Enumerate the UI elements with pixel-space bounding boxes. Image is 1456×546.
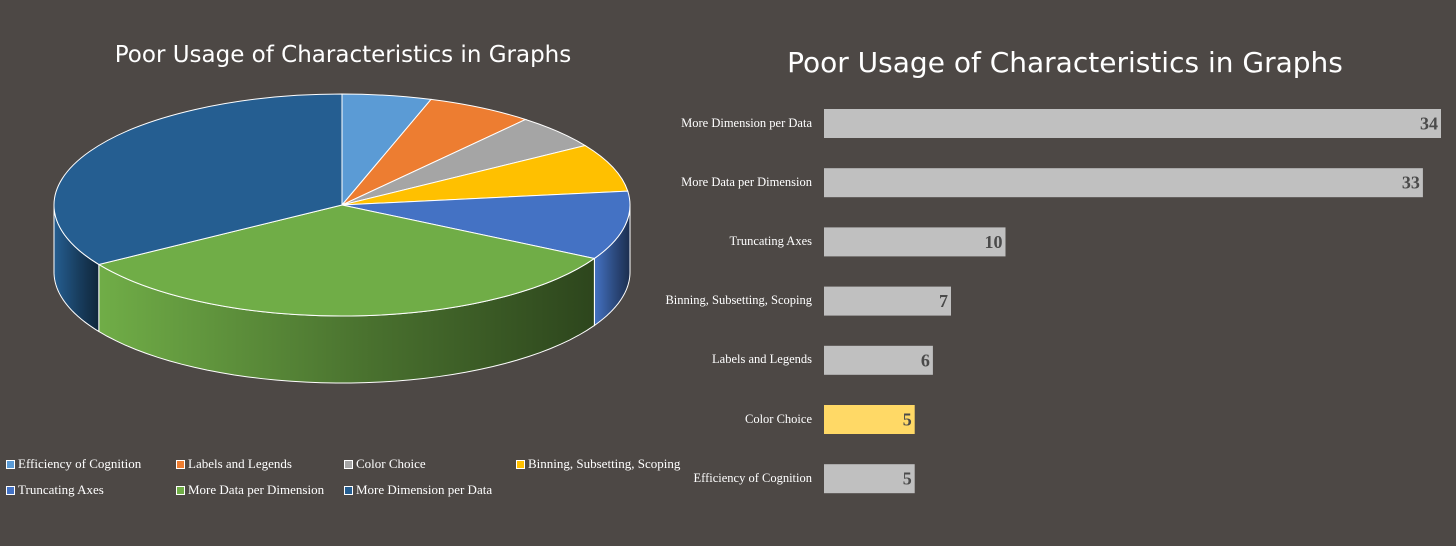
category-label-truncating-axes: Truncating Axes bbox=[729, 233, 812, 248]
pie-legend: Efficiency of Cognition Labels and Legend… bbox=[6, 456, 706, 516]
legend-item-truncating-axes: Truncating Axes bbox=[6, 482, 104, 498]
pie-chart bbox=[53, 93, 631, 384]
bar-binning-subsetting-scoping bbox=[824, 286, 951, 316]
bar-value-label: 6 bbox=[921, 350, 930, 370]
legend-swatch bbox=[6, 459, 15, 469]
legend-item-efficiency-of-cognition: Efficiency of Cognition bbox=[6, 456, 141, 472]
category-label-efficiency-of-cognition: Efficiency of Cognition bbox=[693, 470, 813, 485]
legend-item-more-dimension-per-data: More Dimension per Data bbox=[344, 482, 492, 498]
legend-swatch bbox=[176, 485, 185, 495]
legend-label: Truncating Axes bbox=[18, 482, 104, 497]
pie-slice-more-data-per-dimension bbox=[97, 204, 596, 317]
bar-more-data-per-dimension bbox=[824, 168, 1423, 198]
pie-slice-truncating-axes bbox=[341, 190, 631, 260]
pie-chart-title: Poor Usage of Characteristics in Graphs bbox=[114, 42, 572, 68]
legend-item-color-choice: Color Choice bbox=[344, 456, 426, 472]
legend-swatch bbox=[176, 459, 185, 469]
bar-labels-and-legends bbox=[824, 345, 933, 375]
bar-value-label: 33 bbox=[1402, 173, 1420, 193]
bar-more-dimension-per-data bbox=[824, 109, 1441, 138]
category-label-more-dimension-per-data: More Dimension per Data bbox=[681, 115, 812, 130]
legend-label: Binning, Subsetting, Scoping bbox=[528, 456, 681, 471]
bar-value-label: 10 bbox=[985, 232, 1003, 252]
category-label-color-choice: Color Choice bbox=[744, 411, 812, 426]
legend-swatch bbox=[344, 459, 353, 469]
legend-label: More Dimension per Data bbox=[356, 482, 493, 497]
pie-slice-more-dimension-per-data bbox=[53, 93, 343, 266]
legend-swatch bbox=[344, 485, 353, 495]
category-label-more-data-per-dimension: More Data per Dimension bbox=[681, 174, 812, 189]
bar-value-label: 7 bbox=[939, 291, 948, 311]
legend-label: More Data per Dimension bbox=[188, 482, 325, 497]
pie-slice-binning-subsetting-scoping bbox=[341, 144, 629, 206]
bar-value-label: 5 bbox=[903, 410, 912, 430]
category-label-labels-and-legends: Labels and Legends bbox=[712, 352, 812, 367]
bar-color-choice bbox=[824, 405, 915, 434]
legend-swatch bbox=[516, 459, 525, 469]
legend-swatch bbox=[6, 485, 15, 495]
legend-item-binning-subsetting-scoping: Binning, Subsetting, Scoping bbox=[516, 456, 680, 472]
bar-efficiency-of-cognition bbox=[824, 464, 915, 494]
bar-truncating-axes bbox=[824, 227, 1006, 257]
category-label-binning-subsetting-scoping: Binning, Subsetting, Scoping bbox=[665, 293, 812, 308]
legend-item-labels-and-legends: Labels and Legends bbox=[176, 456, 292, 472]
bar-value-label: 5 bbox=[903, 469, 912, 489]
bar-chart-title: Poor Usage of Characteristics in Graphs bbox=[787, 46, 1343, 79]
legend-label: Color Choice bbox=[356, 456, 426, 471]
legend-label: Efficiency of Cognition bbox=[18, 456, 142, 471]
legend-item-more-data-per-dimension: More Data per Dimension bbox=[176, 482, 324, 498]
bar-value-label: 34 bbox=[1420, 114, 1438, 134]
legend-label: Labels and Legends bbox=[188, 456, 292, 471]
